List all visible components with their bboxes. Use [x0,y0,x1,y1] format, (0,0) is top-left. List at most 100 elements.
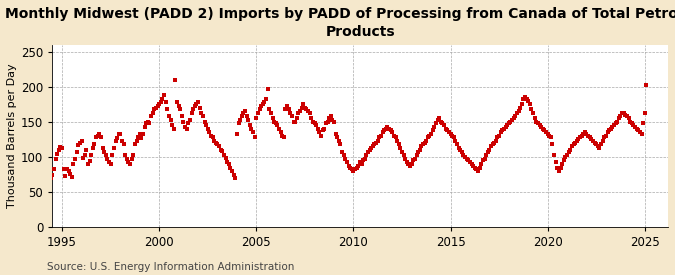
Point [565,147,576,152]
Point [160,100,171,104]
Point [641,82,652,87]
Point [439,123,450,127]
Point [636,131,647,136]
Point [176,114,187,118]
Point [477,158,488,163]
Point [557,161,568,166]
Point [238,111,249,116]
Point [92,134,103,138]
Point [220,156,231,160]
Point [154,102,165,106]
Point [290,120,300,124]
Point [487,142,498,146]
Point [162,107,173,111]
Point [84,159,95,163]
Point [521,97,532,101]
Point [443,130,454,134]
Point [256,104,267,109]
Point [476,161,487,166]
Point [225,166,236,170]
Point [513,109,524,113]
Point [463,158,474,163]
Point [348,169,359,173]
Point [240,109,250,113]
Point [178,120,189,124]
Point [434,116,445,120]
Point [589,141,600,145]
Point [324,116,335,120]
Point [464,160,475,164]
Point [571,138,582,143]
Point [408,158,418,163]
Point [76,139,87,144]
Point [192,100,203,104]
Point [186,111,197,116]
Point [400,157,410,161]
Point [126,157,137,161]
Point [516,102,527,106]
Point [375,134,386,138]
Point [39,165,50,169]
Point [88,146,99,150]
Point [131,139,142,144]
Point [167,123,178,127]
Point [333,138,344,143]
Point [102,157,113,161]
Point [414,147,425,152]
Point [244,123,255,127]
Point [456,150,467,154]
Point [505,120,516,124]
Point [152,103,163,108]
Point [296,106,307,110]
Point [80,152,90,157]
Point [222,160,233,164]
Point [405,164,416,168]
Point [182,126,192,131]
Point [631,126,642,131]
Point [411,153,422,158]
Point [254,107,265,111]
Point [236,114,247,118]
Point [207,135,218,139]
Point [406,161,417,166]
Point [325,114,336,118]
Point [96,135,107,139]
Point [68,161,79,166]
Point [171,100,182,104]
Point [163,114,174,118]
Point [278,135,289,139]
Point [280,107,291,111]
Point [497,128,508,132]
Point [618,111,629,115]
Point [293,111,304,116]
Point [227,169,238,173]
Point [495,130,506,134]
Point [82,161,93,166]
Point [367,144,378,148]
Point [155,100,166,104]
Point [356,161,367,166]
Point [346,167,357,172]
Point [554,169,564,173]
Point [252,111,263,116]
Point [445,131,456,136]
Point [574,135,585,139]
Point [40,163,51,167]
Point [310,123,321,127]
Point [427,128,438,132]
Point [109,146,119,150]
Point [314,130,325,134]
Point [587,138,598,143]
Point [607,124,618,129]
Point [332,135,343,139]
Point [448,135,459,139]
Point [183,121,194,125]
Point [479,157,490,161]
Point [638,121,649,125]
Point [232,131,242,136]
Point [545,135,556,139]
Point [599,135,610,139]
Point [485,144,496,148]
Point [615,114,626,118]
Point [531,120,542,124]
